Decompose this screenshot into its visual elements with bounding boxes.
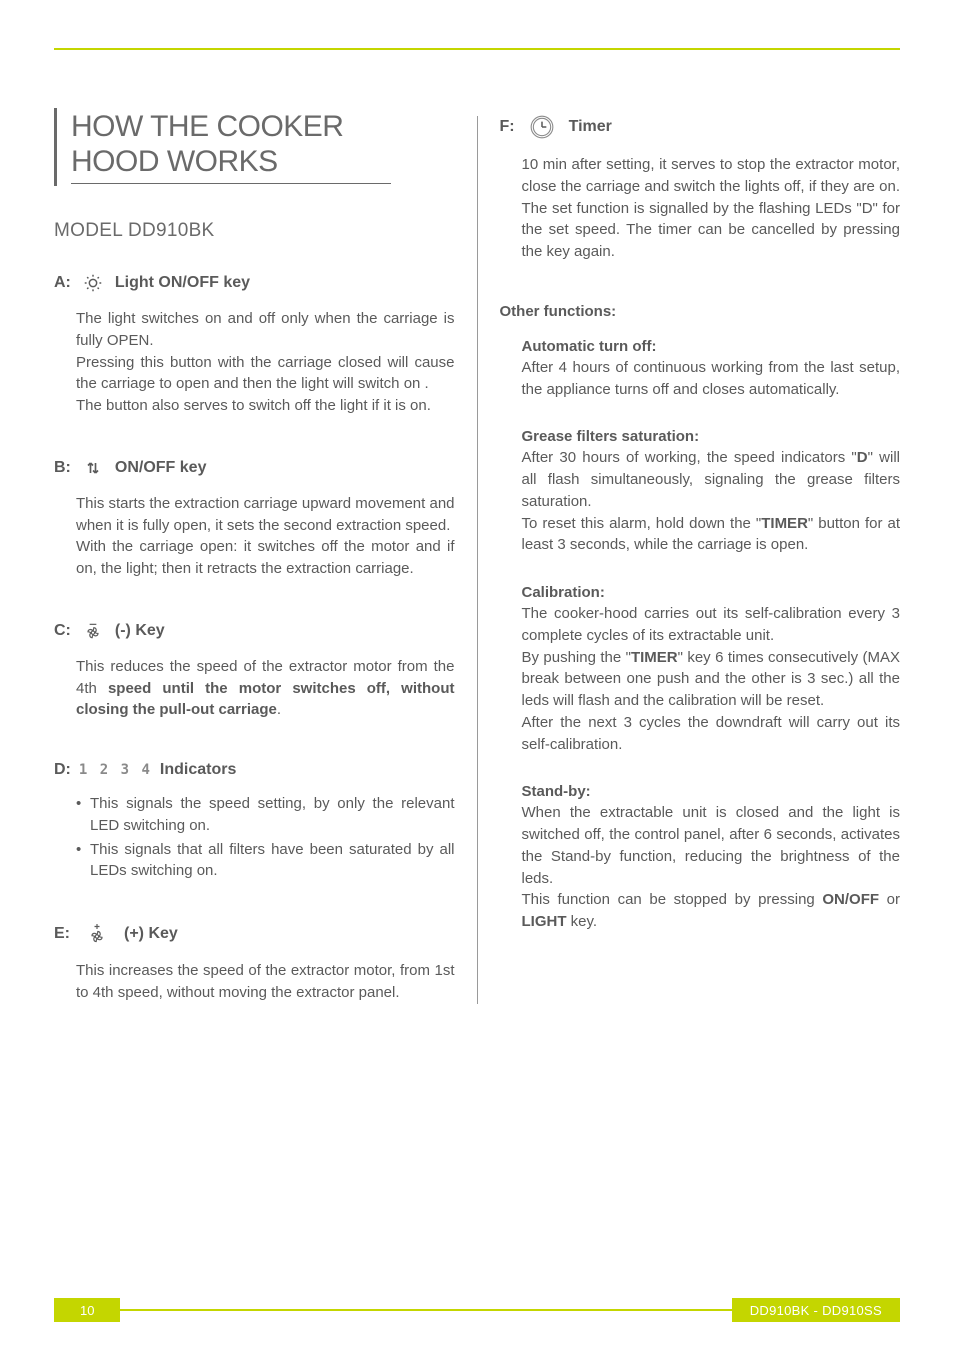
sb-p2a: This function can be stopped by pressing bbox=[522, 891, 823, 908]
sb-p2d: LIGHT bbox=[522, 913, 567, 930]
key-d-bullet-2-text: This signals that all filters have been … bbox=[90, 839, 455, 883]
light-icon bbox=[79, 272, 107, 294]
key-d-bullet-2: • This signals that all filters have bee… bbox=[76, 839, 455, 883]
auto-off-heading: Automatic turn off: bbox=[500, 338, 901, 355]
grease-b1: After 30 hours of working, the speed ind… bbox=[522, 449, 857, 466]
key-c-body: This reduces the speed of the extractor … bbox=[54, 656, 455, 721]
key-a-header: A: Light ON/OFF key bbox=[54, 272, 455, 294]
sb-p1: When the extractable unit is closed and … bbox=[522, 804, 901, 886]
key-a-letter: A: bbox=[54, 274, 71, 292]
key-f-body: 10 min after setting, it serves to stop … bbox=[500, 154, 901, 263]
key-f-label: Timer bbox=[569, 118, 612, 136]
grease-heading: Grease filters saturation: bbox=[500, 428, 901, 445]
updown-arrows-icon bbox=[79, 457, 107, 479]
key-c-letter: C: bbox=[54, 622, 71, 640]
key-b-body: This starts the extraction carriage upwa… bbox=[54, 493, 455, 580]
content-area: HOW THE COOKER HOOD WORKS MODEL DD910BK … bbox=[54, 108, 900, 1004]
key-f-letter: F: bbox=[500, 118, 515, 136]
footer: 10 DD910BK - DD910SS bbox=[54, 1298, 900, 1322]
key-c-header: C: (-) Key bbox=[54, 620, 455, 642]
key-b-label: ON/OFF key bbox=[115, 459, 207, 477]
standby-heading: Stand-by: bbox=[500, 783, 901, 800]
key-b-letter: B: bbox=[54, 459, 71, 477]
key-e-label: (+) Key bbox=[124, 925, 178, 943]
bullet-dot: • bbox=[76, 793, 90, 837]
fan-plus-icon bbox=[78, 922, 116, 946]
seven-segment-icon: 1 2 3 4 bbox=[79, 762, 152, 778]
sb-p2b: ON/OFF bbox=[822, 891, 879, 908]
cal-p3: After the next 3 cycles the downdraft wi… bbox=[522, 714, 901, 753]
sb-p2e: key. bbox=[567, 913, 598, 930]
title-underline bbox=[71, 183, 391, 184]
page-title-line1: HOW THE COOKER bbox=[71, 110, 455, 145]
key-a-body: The light switches on and off only when … bbox=[54, 308, 455, 417]
grease-b2a: To reset this alarm, hold down the " bbox=[522, 515, 762, 532]
cal-p2b: TIMER bbox=[631, 649, 678, 666]
key-e-letter: E: bbox=[54, 925, 70, 943]
timer-icon bbox=[523, 114, 561, 140]
key-e-header: E: (+) Key bbox=[54, 922, 455, 946]
key-f-header: F: Timer bbox=[500, 114, 901, 140]
cal-p1: The cooker-hood carries out its self-cal… bbox=[522, 605, 901, 644]
model-subtitle: MODEL DD910BK bbox=[54, 220, 455, 242]
key-d-letter: D: bbox=[54, 761, 71, 779]
page-title-line2: HOOD WORKS bbox=[71, 145, 455, 180]
bullet-dot: • bbox=[76, 839, 90, 883]
sb-p2c: or bbox=[879, 891, 900, 908]
model-badge: DD910BK - DD910SS bbox=[732, 1298, 900, 1322]
key-d-bullets: • This signals the speed setting, by onl… bbox=[54, 793, 455, 882]
key-e-body: This increases the speed of the extracto… bbox=[54, 960, 455, 1004]
grease-body: After 30 hours of working, the speed ind… bbox=[500, 447, 901, 556]
left-column: HOW THE COOKER HOOD WORKS MODEL DD910BK … bbox=[54, 108, 477, 1004]
key-d-bullet-1: • This signals the speed setting, by onl… bbox=[76, 793, 455, 837]
title-block: HOW THE COOKER HOOD WORKS bbox=[54, 108, 455, 186]
key-d-label: Indicators bbox=[160, 761, 236, 779]
key-b-header: B: ON/OFF key bbox=[54, 457, 455, 479]
grease-b2b: TIMER bbox=[761, 515, 808, 532]
key-a-label: Light ON/OFF key bbox=[115, 274, 250, 292]
key-c-label: (-) Key bbox=[115, 622, 165, 640]
key-d-header: D: 1 2 3 4 Indicators bbox=[54, 761, 455, 779]
key-d-bullet-1-text: This signals the speed setting, by only … bbox=[90, 793, 455, 837]
other-functions-heading: Other functions: bbox=[500, 303, 901, 320]
page-number-badge: 10 bbox=[54, 1298, 120, 1322]
calibration-heading: Calibration: bbox=[500, 584, 901, 601]
key-c-body-bold: speed until the motor switches off, with… bbox=[76, 680, 455, 719]
grease-b1b: D bbox=[857, 449, 868, 466]
right-column: F: Timer 10 min after setting, it serves… bbox=[478, 108, 901, 1004]
cal-p2a: By pushing the " bbox=[522, 649, 631, 666]
auto-off-body: After 4 hours of continuous working from… bbox=[500, 357, 901, 401]
standby-body: When the extractable unit is closed and … bbox=[500, 802, 901, 933]
fan-minus-icon bbox=[79, 620, 107, 642]
calibration-body: The cooker-hood carries out its self-cal… bbox=[500, 603, 901, 755]
top-rule bbox=[54, 48, 900, 50]
key-c-body-post: . bbox=[277, 701, 281, 718]
